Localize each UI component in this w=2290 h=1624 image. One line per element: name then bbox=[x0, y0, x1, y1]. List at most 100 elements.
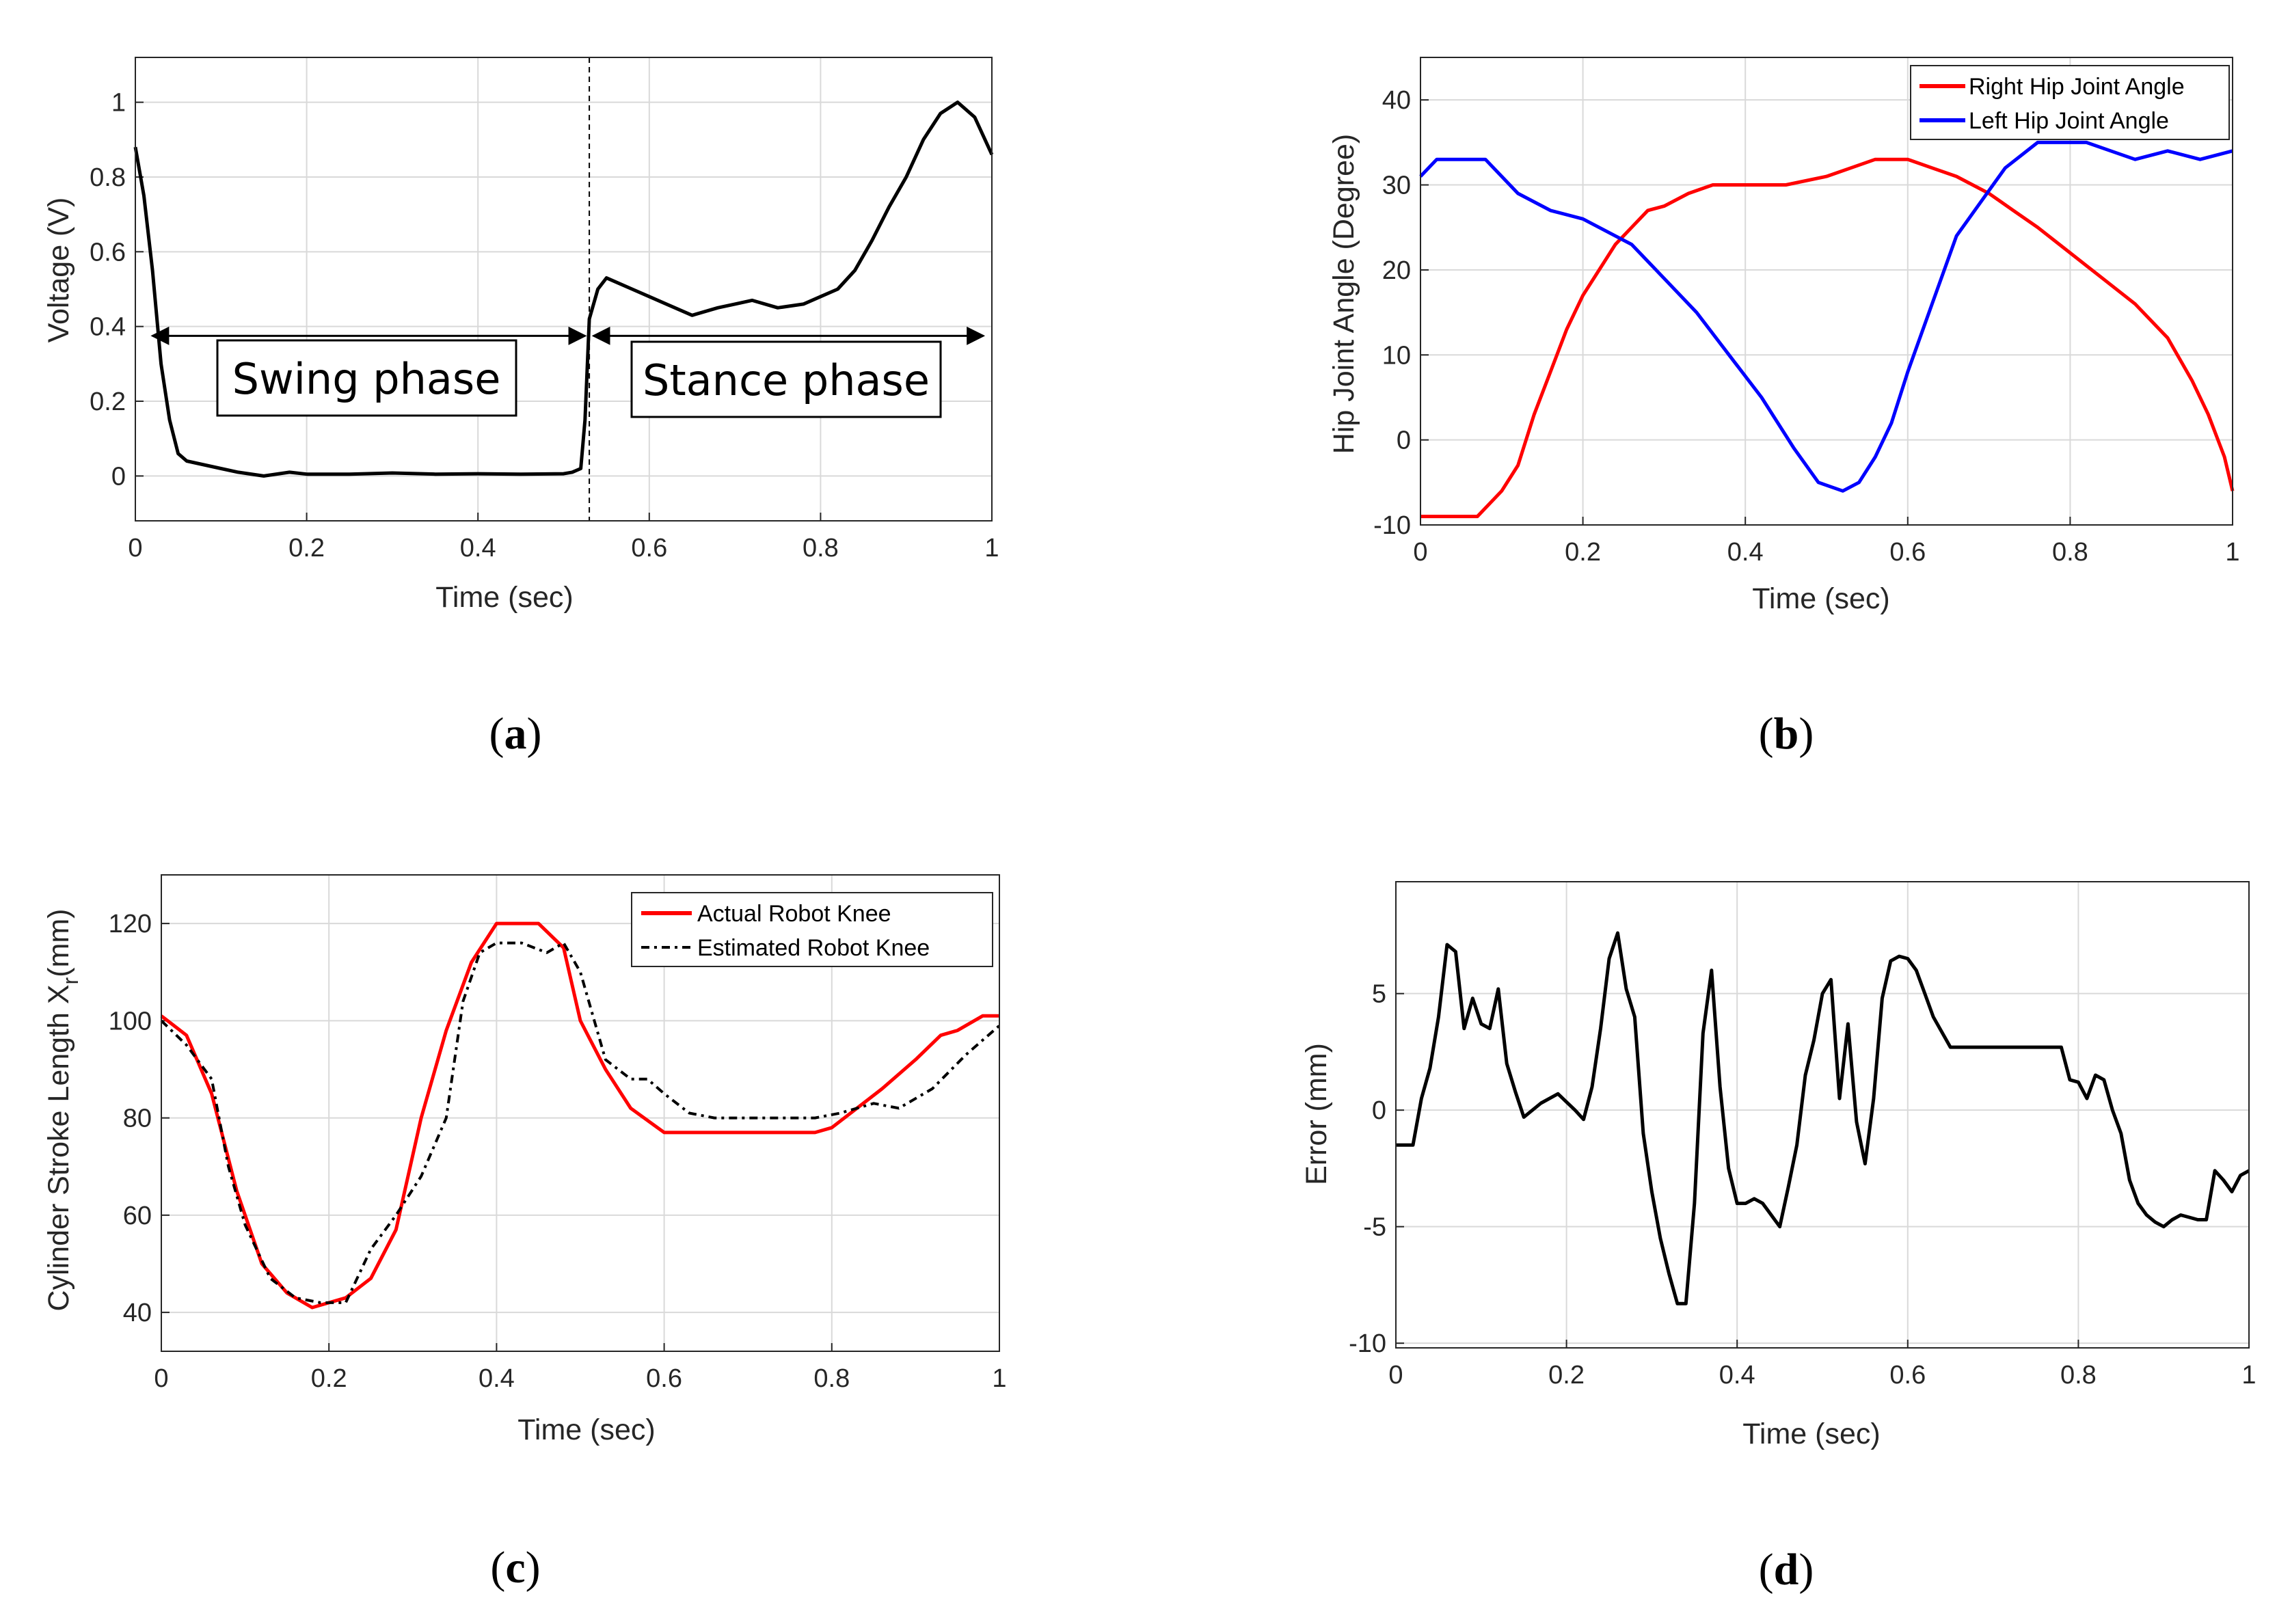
x-tick-label-b-2: 0.4 bbox=[1727, 538, 1764, 567]
y-tick-label-a-4: 0.8 bbox=[90, 163, 126, 192]
x-axis-label-c: Time (sec) bbox=[517, 1413, 655, 1446]
x-tick-label-d-3: 0.6 bbox=[1889, 1361, 1926, 1390]
ticks-a: 0 0.2 0.4 0.6 0.8 1 0 0.2 0.4 0.6 0.8 1 bbox=[90, 89, 999, 563]
x-tick-label-a-2: 0.4 bbox=[460, 534, 496, 563]
x-tick-label-d-1: 0.2 bbox=[1548, 1361, 1585, 1390]
y-tick-label-c-0: 40 bbox=[123, 1299, 152, 1327]
y-tick-label-b-5: 40 bbox=[1382, 86, 1411, 115]
x-tick-label-c-2: 0.4 bbox=[479, 1364, 515, 1393]
x-tick-label-d-0: 0 bbox=[1388, 1361, 1403, 1390]
y-tick-label-b-0: -10 bbox=[1373, 511, 1411, 540]
x-tick-label-c-3: 0.6 bbox=[646, 1364, 682, 1393]
legend-b-label-left: Left Hip Joint Angle bbox=[1969, 108, 2169, 134]
x-tick-label-c-5: 1 bbox=[992, 1364, 1006, 1393]
legend-c-label-estimated: Estimated Robot Knee bbox=[697, 935, 930, 961]
swing-phase-box bbox=[216, 339, 517, 417]
stance-phase-box bbox=[630, 340, 942, 418]
y-axis-label-c-main: Cylinder Stroke Length X bbox=[42, 984, 75, 1311]
y-axis-label-d: Error (mm) bbox=[1300, 1043, 1333, 1185]
y-tick-label-a-5: 1 bbox=[111, 89, 126, 118]
y-tick-label-b-4: 30 bbox=[1382, 172, 1411, 200]
grid-a bbox=[135, 57, 993, 521]
x-axis-label-b: Time (sec) bbox=[1752, 582, 1889, 615]
caption-b: (b) bbox=[1759, 709, 1814, 759]
y-tick-label-a-1: 0.2 bbox=[90, 388, 126, 416]
swing-phase-label: Swing phase bbox=[232, 354, 501, 404]
y-tick-label-a-2: 0.4 bbox=[90, 313, 126, 342]
y-axis-label-c: Cylinder Stroke Length Xr(mm) bbox=[42, 909, 83, 1312]
series-line-c-0 bbox=[160, 921, 999, 1310]
y-axis-label-b: Hip Joint Angle (Degree) bbox=[1328, 134, 1360, 454]
y-tick-label-b-3: 20 bbox=[1382, 256, 1411, 285]
caption-c: (c) bbox=[490, 1543, 540, 1593]
x-tick-label-a-5: 1 bbox=[984, 534, 999, 563]
axes-box-a bbox=[135, 57, 993, 522]
y-tick-label-c-2: 80 bbox=[123, 1105, 152, 1133]
axes-box-b bbox=[1420, 57, 2233, 526]
y-tick-label-d-0: -10 bbox=[1349, 1329, 1386, 1358]
ticks-c: 0 0.2 0.4 0.6 0.8 1 40 60 80 100 120 bbox=[109, 910, 1007, 1393]
y-tick-label-d-3: 5 bbox=[1372, 980, 1386, 1009]
series-line-b-0 bbox=[1420, 157, 2235, 519]
x-tick-label-a-0: 0 bbox=[128, 534, 142, 563]
y-axis-label-c-suffix: (mm) bbox=[42, 909, 75, 977]
x-tick-label-a-4: 0.8 bbox=[803, 534, 839, 563]
x-tick-label-a-3: 0.6 bbox=[631, 534, 667, 563]
x-tick-label-b-3: 0.6 bbox=[1889, 538, 1926, 567]
y-tick-label-c-3: 100 bbox=[109, 1007, 152, 1036]
caption-c-letter: c bbox=[505, 1543, 525, 1593]
x-tick-label-b-1: 0.2 bbox=[1565, 538, 1601, 567]
x-tick-label-d-4: 0.8 bbox=[2060, 1361, 2097, 1390]
x-axis-label-a: Time (sec) bbox=[435, 581, 573, 614]
legend-b: Right Hip Joint Angle Left Hip Joint Ang… bbox=[1910, 65, 2230, 140]
stance-phase-label: Stance phase bbox=[643, 355, 930, 405]
x-tick-label-c-4: 0.8 bbox=[813, 1364, 850, 1393]
panel-d: 0 0.2 0.4 0.6 0.8 1 -10 -5 0 5 Time (sec) Error (… bbox=[1300, 881, 2257, 1595]
legend-b-label-right: Right Hip Joint Angle bbox=[1969, 74, 2185, 100]
axes-box-d bbox=[1395, 881, 2250, 1349]
y-tick-label-c-4: 120 bbox=[109, 910, 152, 938]
x-tick-label-d-2: 0.4 bbox=[1719, 1361, 1755, 1390]
series-line-c-1 bbox=[160, 941, 1001, 1304]
panel-a: 0 0.2 0.4 0.6 0.8 1 0 0.2 0.4 0.6 0.8 1 Swing phase… bbox=[42, 57, 999, 759]
x-tick-label-b-0: 0 bbox=[1413, 538, 1427, 567]
caption-d-letter: d bbox=[1774, 1545, 1799, 1595]
x-tick-label-d-5: 1 bbox=[2241, 1361, 2256, 1390]
x-tick-label-a-1: 0.2 bbox=[288, 534, 325, 563]
x-tick-label-c-0: 0 bbox=[154, 1364, 168, 1393]
series-c bbox=[160, 921, 1001, 1310]
caption-a-letter: a bbox=[504, 709, 527, 759]
y-tick-label-b-1: 0 bbox=[1397, 427, 1411, 455]
x-tick-label-c-1: 0.2 bbox=[311, 1364, 347, 1393]
x-axis-label-d: Time (sec) bbox=[1742, 1418, 1880, 1450]
y-axis-label-c-sub: r bbox=[58, 977, 83, 984]
legend-c-box bbox=[631, 892, 993, 967]
axes-box-c bbox=[161, 874, 1000, 1352]
legend-c-label-actual: Actual Robot Knee bbox=[697, 901, 891, 927]
series-b bbox=[1419, 140, 2235, 519]
ticks-d: 0 0.2 0.4 0.6 0.8 1 -10 -5 0 5 bbox=[1349, 980, 2256, 1390]
caption-b-letter: b bbox=[1774, 709, 1799, 759]
caption-a: (a) bbox=[489, 709, 542, 759]
series-line-a-0 bbox=[133, 100, 994, 478]
legend-c: Actual Robot Knee Estimated Robot Knee bbox=[631, 892, 993, 967]
panel-c: 0 0.2 0.4 0.6 0.8 1 40 60 80 100 120 Actual Robot … bbox=[42, 874, 1007, 1593]
series-line-b-1 bbox=[1419, 140, 2233, 493]
y-axis-label-a: Voltage (V) bbox=[42, 198, 75, 343]
caption-d: (d) bbox=[1759, 1545, 1814, 1595]
legend-b-box bbox=[1910, 65, 2230, 140]
y-tick-label-d-2: 0 bbox=[1372, 1096, 1386, 1125]
y-tick-label-a-0: 0 bbox=[111, 462, 126, 491]
x-tick-label-b-5: 1 bbox=[2225, 538, 2239, 567]
y-tick-label-b-2: 10 bbox=[1382, 341, 1411, 370]
series-a bbox=[133, 100, 994, 478]
series-line-d-0 bbox=[1396, 931, 2250, 1305]
y-tick-label-c-1: 60 bbox=[123, 1202, 152, 1230]
y-tick-label-a-3: 0.6 bbox=[90, 238, 126, 267]
y-tick-label-d-1: -5 bbox=[1363, 1213, 1386, 1242]
series-d bbox=[1396, 931, 2250, 1305]
x-tick-label-b-4: 0.8 bbox=[2052, 538, 2088, 567]
